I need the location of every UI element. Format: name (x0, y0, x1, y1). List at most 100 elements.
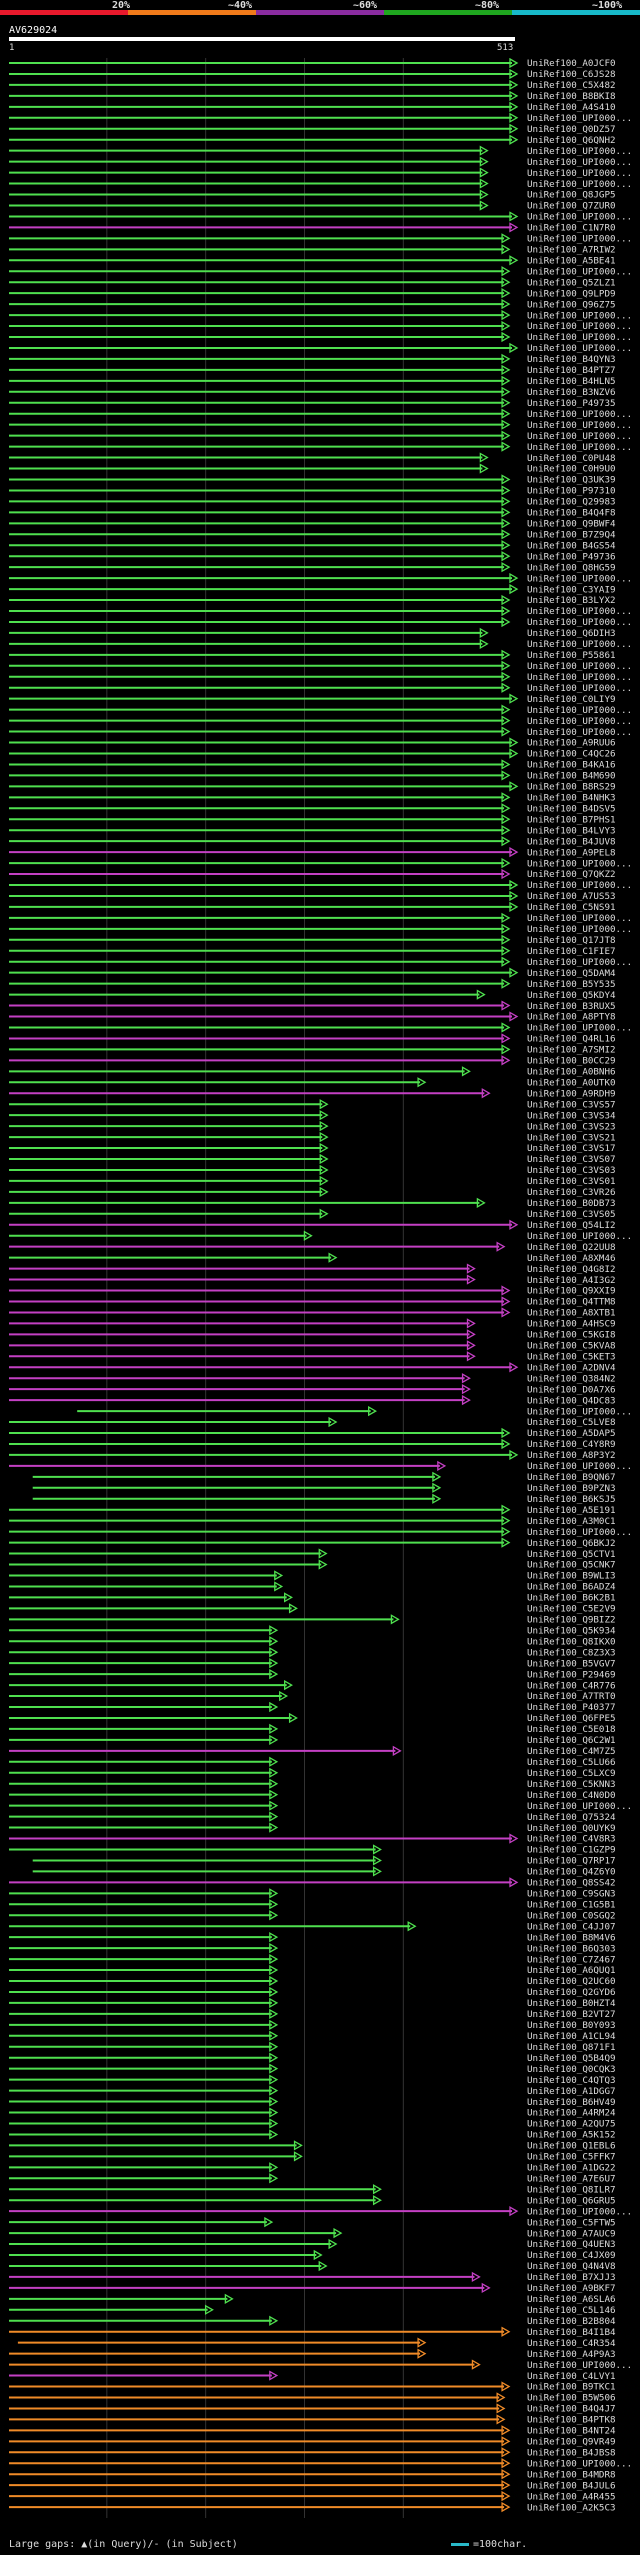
alignment-row[interactable]: UniRef100_UPI000... (9, 320, 632, 332)
hit-name-label[interactable]: UniRef100_UPI000... (527, 716, 632, 727)
alignment-row[interactable]: UniRef100_Q9LPD9 (9, 288, 616, 299)
alignment-row[interactable]: UniRef100_Q7ZUR0 (9, 200, 616, 212)
alignment-row[interactable]: UniRef100_UPI000... (9, 1230, 632, 1242)
alignment-row[interactable]: UniRef100_C3VS05 (9, 1208, 616, 1220)
hit-name-label[interactable]: UniRef100_Q8HG59 (527, 562, 616, 573)
alignment-row[interactable]: UniRef100_B4DSV5 (9, 803, 616, 814)
hit-name-label[interactable]: UniRef100_Q871F1 (527, 2042, 616, 2053)
alignment-row[interactable]: UniRef100_UPI000... (9, 1526, 632, 1538)
alignment-row[interactable]: UniRef100_B6ADZ4 (9, 1581, 616, 1593)
hit-name-label[interactable]: UniRef100_B4LVY3 (527, 825, 616, 836)
hit-name-label[interactable]: UniRef100_B6HV49 (527, 2097, 616, 2108)
alignment-row[interactable]: UniRef100_B4LVY3 (9, 825, 616, 836)
alignment-row[interactable]: UniRef100_A3M0C1 (9, 1515, 616, 1527)
alignment-row[interactable]: UniRef100_C4M7Z5 (9, 1745, 616, 1757)
hit-name-label[interactable]: UniRef100_UPI000... (527, 639, 632, 650)
hit-name-label[interactable]: UniRef100_B4I1B4 (527, 2327, 616, 2338)
hit-name-label[interactable]: UniRef100_C3VS23 (527, 1121, 616, 1132)
hit-name-label[interactable]: UniRef100_B2B804 (527, 2316, 616, 2327)
hit-name-label[interactable]: UniRef100_B4NT24 (527, 2426, 616, 2437)
alignment-row[interactable]: UniRef100_C4R776 (9, 1679, 616, 1691)
hit-name-label[interactable]: UniRef100_Q8JGP5 (527, 190, 616, 201)
hit-name-label[interactable]: UniRef100_UPI000... (527, 1527, 632, 1538)
alignment-row[interactable]: UniRef100_P49735 (9, 397, 616, 409)
hit-name-label[interactable]: UniRef100_Q9VR49 (527, 2437, 616, 2448)
hit-name-label[interactable]: UniRef100_B4JUV8 (527, 836, 616, 847)
alignment-row[interactable]: UniRef100_Q4DC83 (9, 1394, 616, 1406)
hit-name-label[interactable]: UniRef100_UPI000... (527, 2360, 632, 2371)
hit-name-label[interactable]: UniRef100_B4M690 (527, 771, 616, 782)
hit-name-label[interactable]: UniRef100_C4QC26 (527, 749, 616, 760)
alignment-row[interactable]: UniRef100_UPI000... (9, 605, 632, 617)
hit-name-label[interactable]: UniRef100_C4R776 (527, 1680, 616, 1691)
hit-name-label[interactable]: UniRef100_Q17JT8 (527, 935, 616, 946)
hit-name-label[interactable]: UniRef100_Q4TTM8 (527, 1297, 616, 1308)
alignment-row[interactable]: UniRef100_Q9XXI9 (9, 1285, 616, 1297)
alignment-row[interactable]: UniRef100_C0LIY9 (9, 693, 616, 705)
hit-name-label[interactable]: UniRef100_C3VS34 (527, 1110, 616, 1121)
alignment-row[interactable]: UniRef100_B6HV49 (9, 2096, 616, 2108)
alignment-row[interactable]: UniRef100_A9RDH9 (9, 1088, 616, 1099)
alignment-row[interactable]: UniRef100_A8P3Y2 (9, 1449, 616, 1461)
alignment-row[interactable]: UniRef100_A7TRT0 (9, 1690, 616, 1702)
alignment-row[interactable]: UniRef100_A4I3G2 (9, 1274, 616, 1286)
hit-name-label[interactable]: UniRef100_Q0CQK3 (527, 2064, 616, 2075)
hit-name-label[interactable]: UniRef100_Q9BWF4 (527, 519, 616, 530)
alignment-row[interactable]: UniRef100_A2K5C3 (9, 2501, 616, 2513)
hit-name-label[interactable]: UniRef100_A4HSC9 (527, 1319, 616, 1330)
hit-name-label[interactable]: UniRef100_C5LXC9 (527, 1768, 616, 1779)
alignment-row[interactable]: UniRef100_C5E018 (9, 1723, 616, 1735)
alignment-row[interactable]: UniRef100_UPI000... (9, 178, 632, 190)
hit-name-label[interactable]: UniRef100_A7E6U7 (527, 2173, 616, 2184)
hit-name-label[interactable]: UniRef100_B6ADZ4 (527, 1582, 616, 1593)
alignment-row[interactable]: UniRef100_B4JUV8 (9, 836, 616, 847)
alignment-row[interactable]: UniRef100_Q22UU8 (9, 1241, 616, 1253)
alignment-row[interactable]: UniRef100_UPI000... (9, 726, 632, 738)
hit-name-label[interactable]: UniRef100_B9PZN3 (527, 1483, 616, 1494)
hit-name-label[interactable]: UniRef100_C3VS21 (527, 1132, 616, 1143)
alignment-row[interactable]: UniRef100_C1GZP9 (9, 1844, 616, 1856)
alignment-row[interactable]: UniRef100_Q7QKZ2 (9, 868, 616, 880)
alignment-row[interactable]: UniRef100_Q2UC60 (9, 1975, 616, 1987)
hit-name-label[interactable]: UniRef100_C3YAI9 (527, 584, 616, 595)
hit-name-label[interactable]: UniRef100_B4Q4J7 (527, 2404, 616, 2415)
alignment-row[interactable]: UniRef100_Q384N2 (9, 1373, 616, 1384)
hit-name-label[interactable]: UniRef100_B4KA16 (527, 760, 616, 771)
hit-name-label[interactable]: UniRef100_B4QYN3 (527, 354, 616, 365)
alignment-row[interactable]: UniRef100_UPI000... (9, 638, 632, 650)
hit-name-label[interactable]: UniRef100_UPI000... (527, 321, 632, 332)
hit-name-label[interactable]: UniRef100_Q4RL16 (527, 1034, 616, 1045)
alignment-row[interactable]: UniRef100_Q5KDY4 (9, 989, 616, 1001)
hit-name-label[interactable]: UniRef100_UPI000... (527, 1461, 632, 1472)
hit-name-label[interactable]: UniRef100_Q4DC83 (527, 1395, 616, 1406)
hit-name-label[interactable]: UniRef100_UPI000... (527, 1801, 632, 1812)
alignment-row[interactable]: UniRef100_A7E6U7 (9, 2173, 616, 2184)
hit-name-label[interactable]: UniRef100_B0HZT4 (527, 1998, 616, 2009)
alignment-row[interactable]: UniRef100_A9PEL8 (9, 846, 616, 858)
alignment-row[interactable]: UniRef100_UPI000... (9, 715, 632, 727)
hit-name-label[interactable]: UniRef100_B7PHS1 (527, 814, 616, 825)
hit-name-label[interactable]: UniRef100_A9PEL8 (527, 847, 616, 858)
alignment-row[interactable]: UniRef100_D0A7X6 (9, 1384, 616, 1395)
alignment-row[interactable]: UniRef100_Q4TTM8 (9, 1296, 616, 1308)
alignment-row[interactable]: UniRef100_UPI000... (9, 156, 632, 168)
hit-name-label[interactable]: UniRef100_Q4G8I2 (527, 1264, 616, 1275)
alignment-row[interactable]: UniRef100_C3VR26 (9, 1186, 616, 1198)
alignment-row[interactable]: UniRef100_Q6QNH2 (9, 134, 616, 146)
hit-name-label[interactable]: UniRef100_C5KNN3 (527, 1779, 616, 1790)
hit-name-label[interactable]: UniRef100_B4NHK3 (527, 793, 616, 804)
hit-name-label[interactable]: UniRef100_B5W506 (527, 2393, 616, 2404)
alignment-row[interactable]: UniRef100_Q5CTV1 (9, 1548, 616, 1560)
hit-name-label[interactable]: UniRef100_C5E2V9 (527, 1604, 616, 1615)
hit-name-label[interactable]: UniRef100_UPI000... (527, 179, 632, 190)
alignment-row[interactable]: UniRef100_Q4G8I2 (9, 1263, 616, 1275)
hit-name-label[interactable]: UniRef100_C0PU48 (527, 453, 616, 464)
alignment-row[interactable]: UniRef100_B6KSJ5 (32, 1493, 616, 1505)
hit-name-label[interactable]: UniRef100_UPI000... (527, 113, 632, 124)
alignment-row[interactable]: UniRef100_A5K152 (9, 2129, 616, 2141)
hit-name-label[interactable]: UniRef100_C3VS03 (527, 1165, 616, 1176)
alignment-row[interactable]: UniRef100_UPI000... (9, 682, 632, 694)
alignment-row[interactable]: UniRef100_P97310 (9, 485, 616, 497)
hit-name-label[interactable]: UniRef100_B3NZV6 (527, 387, 616, 398)
alignment-row[interactable]: UniRef100_B0DB73 (9, 1197, 616, 1209)
